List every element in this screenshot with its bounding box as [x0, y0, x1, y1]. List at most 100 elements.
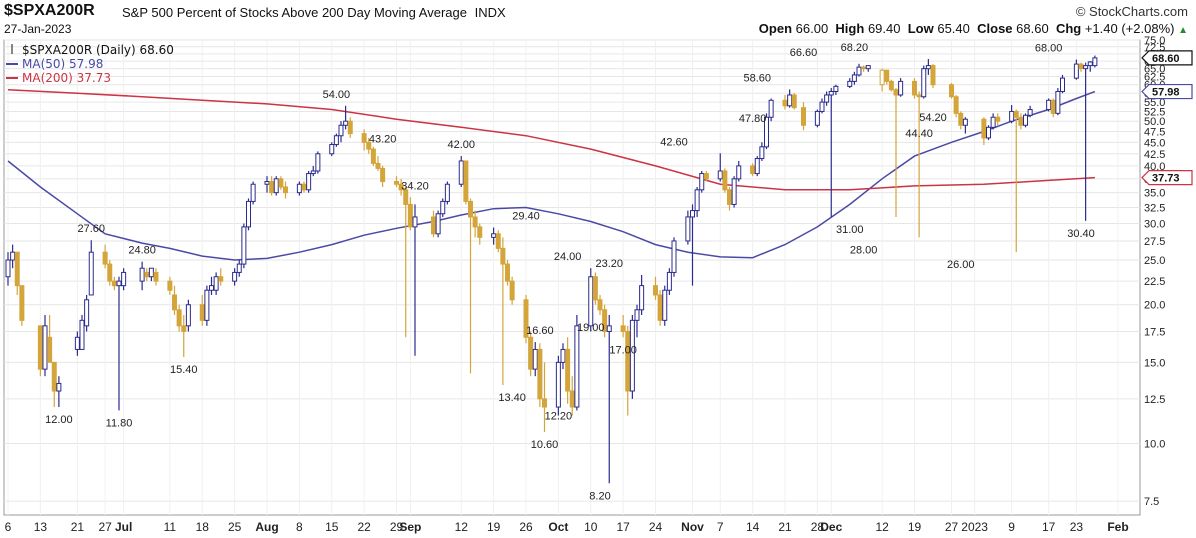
candle-body — [343, 120, 349, 126]
y-tick-label: 65.0 — [1144, 64, 1165, 76]
data-label: 8.20 — [589, 490, 610, 502]
candle-body — [468, 200, 473, 218]
x-tick-label: 2023 — [961, 520, 988, 534]
candle-body — [814, 110, 820, 126]
candle-body — [361, 133, 367, 143]
data-label: 26.00 — [947, 259, 975, 271]
candle-body — [717, 170, 723, 180]
x-tick-label: 28 — [811, 520, 825, 534]
legend-ma50: MA(50) 57.98 — [22, 57, 103, 71]
candle-body — [306, 173, 312, 191]
candle-body — [597, 299, 603, 311]
x-tick-label: Sep — [399, 520, 421, 534]
chart-symbol: $SPXA200R — [4, 2, 95, 19]
candle-body — [380, 167, 386, 183]
y-tick-label: 30.0 — [1144, 219, 1165, 231]
candle-body — [958, 112, 964, 126]
candle-body — [736, 165, 742, 180]
candle-body — [236, 263, 242, 273]
stockcharts-logo: © StockCharts.com — [1075, 4, 1188, 19]
candle-body — [1023, 114, 1028, 126]
candle-body — [37, 325, 43, 370]
candle-body — [949, 84, 954, 98]
y-tick-label: 62.5 — [1144, 72, 1165, 84]
last-value-badge-label: 68.60 — [1152, 53, 1180, 65]
candle-body — [315, 153, 321, 172]
candle-body — [394, 181, 399, 185]
candle-body — [916, 94, 922, 98]
candle-body — [1092, 57, 1098, 67]
candle-body — [861, 66, 867, 70]
open-label: Open — [758, 21, 793, 36]
candle-body — [477, 226, 483, 238]
x-tick-label: 25 — [228, 520, 242, 534]
data-label: 27.60 — [77, 223, 105, 235]
y-tick-label: 42.5 — [1144, 149, 1165, 161]
candle-body — [1009, 110, 1015, 122]
candle-body — [84, 299, 90, 327]
candle-body — [56, 382, 62, 392]
candle-body — [278, 178, 284, 188]
candle-body — [1060, 77, 1065, 92]
candle-body — [833, 85, 839, 92]
data-label: 58.60 — [743, 72, 771, 84]
candle-body — [986, 126, 991, 139]
candle-body — [283, 186, 288, 194]
candle-body — [431, 216, 436, 235]
candle-body — [232, 271, 238, 282]
chart-date: 27-Jan-2023 — [4, 22, 72, 36]
candle-body — [74, 336, 80, 350]
candle-body — [694, 189, 700, 212]
candle-body — [14, 251, 20, 287]
candle-body — [347, 120, 353, 135]
candle-body — [296, 183, 302, 194]
data-label: 12.20 — [545, 411, 573, 423]
y-tick-label: 17.5 — [1144, 326, 1165, 338]
candle-body — [731, 178, 737, 205]
y-tick-label: 32.5 — [1144, 202, 1165, 214]
candle-body — [588, 276, 594, 327]
candle-body — [375, 162, 381, 169]
candle-body — [639, 285, 645, 311]
x-tick-label: 17 — [1042, 520, 1056, 534]
data-label: 66.60 — [790, 47, 818, 59]
candle-body — [532, 348, 538, 370]
candle-body — [523, 299, 529, 338]
candle-body — [444, 183, 450, 202]
y-tick-label: 47.5 — [1144, 126, 1165, 138]
candle-body — [930, 65, 936, 86]
candle-body — [333, 135, 339, 146]
data-label: 34.20 — [401, 180, 429, 192]
candle-body — [1027, 109, 1033, 116]
candle-body — [666, 271, 672, 291]
high-label: High — [835, 21, 865, 36]
chart-description: S&P 500 Percent of Stocks Above 200 Day … — [122, 5, 506, 20]
candle-body — [856, 66, 862, 76]
candle-body — [107, 263, 113, 282]
candle-body — [329, 144, 335, 155]
close-value: 68.60 — [1016, 21, 1049, 36]
x-tick-label: 11 — [164, 520, 177, 534]
data-label: 68.00 — [1035, 43, 1063, 55]
chart-description-text: S&P 500 Percent of Stocks Above 200 Day … — [122, 5, 467, 20]
candle-body — [925, 65, 931, 70]
data-label: 13.40 — [498, 392, 526, 404]
data-label: 30.40 — [1067, 228, 1095, 240]
candle-body — [787, 94, 793, 107]
candle-body — [888, 80, 894, 91]
candle-body — [555, 361, 561, 408]
data-label: 19.00 — [577, 322, 605, 334]
candle-body — [472, 216, 478, 228]
candle-body — [111, 280, 117, 287]
data-label: 54.20 — [919, 112, 947, 124]
data-label: 12.00 — [45, 414, 73, 426]
low-value: 65.40 — [937, 21, 970, 36]
x-tick-label: 21 — [71, 520, 85, 534]
candle-body — [463, 160, 469, 202]
candle-body — [435, 213, 441, 235]
data-label: 24.80 — [128, 245, 156, 257]
candle-body — [269, 181, 275, 194]
y-tick-label: 40.0 — [1144, 161, 1165, 173]
data-label: 10.60 — [531, 439, 559, 451]
legend-ma200: MA(200) 37.73 — [22, 71, 111, 85]
